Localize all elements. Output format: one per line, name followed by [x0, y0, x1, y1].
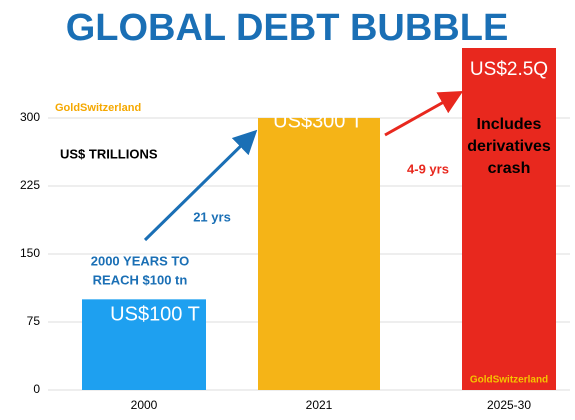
bar — [462, 48, 556, 391]
x-tick-label: 2021 — [306, 398, 333, 412]
y-tick-label: 75 — [27, 314, 41, 328]
y-tick-label: 300 — [20, 110, 40, 124]
y-tick-label: 150 — [20, 246, 40, 260]
x-tick-label: 2000 — [131, 398, 158, 412]
annotation: crash — [488, 160, 531, 177]
bar — [82, 299, 206, 390]
annotation: derivatives — [467, 138, 551, 155]
y-tick-label: 225 — [20, 178, 40, 192]
annotation: GoldSwitzerland — [55, 102, 141, 114]
annotation: Includes — [477, 116, 542, 133]
annotation: 21 yrs — [193, 209, 231, 224]
x-tick-label: 2025-30 — [487, 398, 531, 412]
annotation: 2000 YEARS TO — [91, 253, 190, 268]
arrow — [143, 129, 258, 242]
chart-title: GLOBAL DEBT BUBBLE — [66, 7, 509, 49]
annotation: US$ TRILLIONS — [60, 146, 158, 161]
value-label: US$300 T — [273, 110, 363, 132]
value-label: US$100 T — [110, 303, 200, 325]
annotation: GoldSwitzerland — [470, 375, 548, 386]
y-tick-label: 0 — [33, 382, 40, 396]
annotation: REACH $100 tn — [93, 272, 188, 287]
bar — [258, 118, 380, 390]
value-label: US$2.5Q — [470, 59, 548, 80]
annotation: 4-9 yrs — [407, 161, 449, 176]
arrow — [384, 91, 464, 137]
